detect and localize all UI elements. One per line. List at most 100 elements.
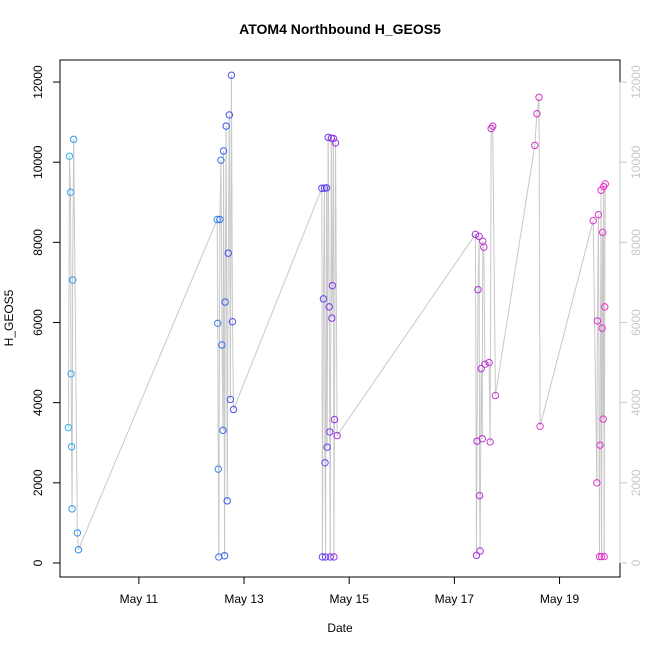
connecting-line-segment (233, 188, 323, 410)
data-point (221, 298, 229, 306)
data-point (589, 217, 597, 225)
data-point (68, 505, 76, 513)
connecting-line-segment (483, 247, 486, 365)
data-point (533, 110, 541, 118)
data-point (227, 71, 236, 79)
data-point (73, 529, 82, 537)
data-point (329, 134, 338, 143)
data-point (601, 303, 609, 311)
connecting-line-segment (327, 137, 330, 307)
data-point (475, 232, 483, 241)
data-point (531, 141, 539, 150)
data-point (326, 428, 334, 436)
y-axis-label: H_GEOS5 (2, 289, 16, 346)
connecting-line-segment (71, 280, 74, 509)
connecting-line-segment (77, 219, 218, 550)
x-tick-label: May 19 (540, 592, 580, 606)
data-point (68, 276, 77, 284)
connecting-line-segment (226, 253, 229, 501)
data-point (216, 215, 224, 224)
connecting-line-segment (603, 306, 606, 557)
data-point (67, 370, 75, 378)
connecting-line-segment (73, 139, 78, 533)
data-point (478, 435, 486, 443)
chart-title: ATOM4 Northbound H_GEOS5 (239, 21, 441, 37)
data-point (324, 133, 332, 142)
data-point (601, 180, 609, 188)
connecting-line-segment (323, 188, 326, 463)
connecting-line-segment (335, 142, 338, 436)
data-point (217, 156, 225, 164)
data-point (477, 364, 485, 373)
data-point (331, 139, 340, 147)
data-point (214, 465, 222, 473)
connecting-line-segment (224, 302, 226, 556)
data-point (600, 552, 608, 561)
data-point (598, 228, 607, 237)
connecting-line-segment (218, 219, 221, 557)
x-tick-label: May 11 (120, 592, 159, 606)
y-tick-label: 10000 (31, 145, 45, 179)
data-point (593, 479, 601, 487)
y-tick-label: 8000 (31, 229, 45, 256)
data-point (319, 295, 328, 303)
data-point (66, 188, 75, 196)
connecting-line-segment (494, 145, 536, 396)
connecting-line-segment (592, 220, 598, 483)
data-point (321, 459, 329, 467)
y-axis-left: 0 2000 4000 6000 8000 10000 12000 (31, 65, 61, 566)
x-tick-label: May 17 (435, 592, 475, 606)
data-point (535, 93, 543, 101)
data-point (489, 122, 497, 130)
y-axis-right: 0 2000 4000 6000 8000 10000 12000 (619, 65, 643, 566)
y-right-tick-label: 2000 (629, 469, 643, 496)
y-right-tick-label: 8000 (629, 229, 643, 256)
data-point (474, 285, 482, 294)
connecting-line-segment (475, 441, 478, 556)
data-point (485, 358, 493, 367)
data-point (64, 423, 73, 432)
data-point (218, 341, 226, 349)
connecting-line-segment (596, 320, 598, 483)
data-point (229, 405, 238, 414)
data-point (222, 122, 230, 130)
data-point (220, 552, 229, 560)
connecting-line-segment (230, 75, 233, 322)
data-point (595, 552, 604, 561)
data-point (536, 422, 544, 431)
data-point (219, 426, 227, 435)
data-point (219, 147, 228, 155)
data-point (326, 553, 334, 561)
data-point (593, 317, 602, 325)
data-point (228, 318, 237, 326)
data-point (74, 546, 83, 554)
data-point (323, 443, 331, 451)
y-tick-label: 4000 (31, 389, 45, 416)
y-right-tick-label: 10000 (629, 145, 643, 179)
data-point (328, 314, 336, 322)
data-point (596, 441, 604, 449)
data-point (223, 497, 231, 505)
y-right-tick-label: 4000 (629, 389, 643, 416)
x-axis: May 11 May 13 May 15 May 17 May 19 (120, 576, 580, 606)
connecting-line-segment (484, 362, 490, 365)
x-tick-label: May 13 (224, 592, 264, 606)
connecting-line-segment (328, 306, 331, 432)
y-tick-label: 2000 (31, 469, 45, 496)
data-point (330, 415, 339, 424)
data-point (65, 152, 74, 160)
data-point (597, 552, 606, 561)
data-point (480, 243, 488, 251)
connecting-line-segment (492, 126, 496, 396)
y-right-tick-label: 12000 (629, 65, 643, 99)
connecting-line-segment (70, 373, 73, 447)
data-point (333, 431, 341, 440)
connecting-line-segment (331, 285, 333, 319)
connecting-line-segment (220, 160, 223, 345)
data-point (69, 135, 78, 144)
y-tick-label: 12000 (31, 65, 45, 99)
y-right-tick-label: 6000 (629, 309, 643, 336)
y-right-tick-label: 0 (629, 559, 643, 566)
connecting-line-segment (333, 419, 335, 557)
data-point (67, 443, 76, 451)
